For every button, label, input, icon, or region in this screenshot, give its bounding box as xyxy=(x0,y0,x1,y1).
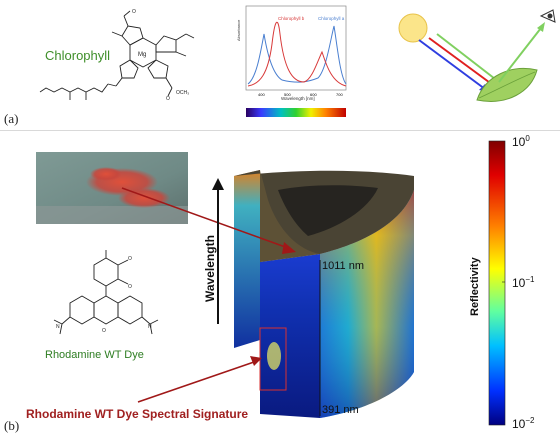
reflectivity-colorbar xyxy=(488,140,506,426)
legend-chlorophyll-a: Chlorophyll a xyxy=(318,16,345,21)
rhodamine-label: Rhodamine WT Dye xyxy=(45,349,144,361)
visible-spectrum-bar xyxy=(246,108,346,117)
svg-text:Mg: Mg xyxy=(138,52,146,58)
xtick-500: 500 xyxy=(284,92,291,97)
cube-left-face xyxy=(234,170,260,348)
chlorophyll-label: Chlorophyll xyxy=(45,48,111,63)
green-ray-reflected xyxy=(498,27,542,83)
reflectivity-label: Reflectivity xyxy=(469,257,481,316)
wavelength-label: Wavelength xyxy=(203,235,217,302)
wavelength-top-value: 1011 nm xyxy=(322,260,364,272)
signature-arrow xyxy=(137,361,255,403)
red-ray xyxy=(428,37,498,89)
rhodamine-structure: O N N O O xyxy=(53,250,159,335)
svg-text:O: O xyxy=(128,256,132,262)
colorbar-tick-middle: 10−1 xyxy=(512,275,535,290)
cube-front-face xyxy=(260,254,320,418)
blue-ray xyxy=(418,39,490,93)
chlorophyll-structure: Mg O O OCH₃ xyxy=(39,9,195,102)
colorbar-tick-bottom: 10−2 xyxy=(512,416,535,431)
xtick-400: 400 xyxy=(258,92,265,97)
svg-text:O: O xyxy=(102,328,106,334)
series-chlorophyll-b xyxy=(247,21,347,87)
dye-plume-photo xyxy=(36,152,188,224)
colorbar-tick-top: 100 xyxy=(512,134,530,149)
panel-a-label: (a) xyxy=(4,111,19,126)
sun-icon xyxy=(398,13,428,43)
svg-text:O: O xyxy=(132,9,136,15)
panel-divider xyxy=(0,130,560,131)
svg-text:O: O xyxy=(166,96,170,102)
svg-text:O: O xyxy=(128,284,132,290)
xtick-600: 600 xyxy=(310,92,317,97)
svg-text:N: N xyxy=(148,324,152,330)
leaf-reflection-illustration xyxy=(398,9,556,102)
spectral-signature-label: Rhodamine WT Dye Spectral Signature xyxy=(26,407,249,421)
svg-text:OCH₃: OCH₃ xyxy=(176,90,189,96)
eye-icon xyxy=(539,9,556,23)
svg-text:N: N xyxy=(56,324,60,330)
xtick-700: 700 xyxy=(336,92,343,97)
panel-b-label: (b) xyxy=(4,418,20,433)
absorbance-chart: Chlorophyll b Chlorophyll a 400 500 600 … xyxy=(245,5,347,117)
wavelength-bottom-value: 391 nm xyxy=(322,404,359,416)
wavelength-axis-label: Wavelength [nm] xyxy=(281,96,315,101)
green-ray-in xyxy=(436,33,500,83)
photo-to-cube-arrow xyxy=(121,187,289,249)
legend-chlorophyll-b: Chlorophyll b xyxy=(278,16,305,21)
hyperspectral-cube xyxy=(234,170,414,418)
